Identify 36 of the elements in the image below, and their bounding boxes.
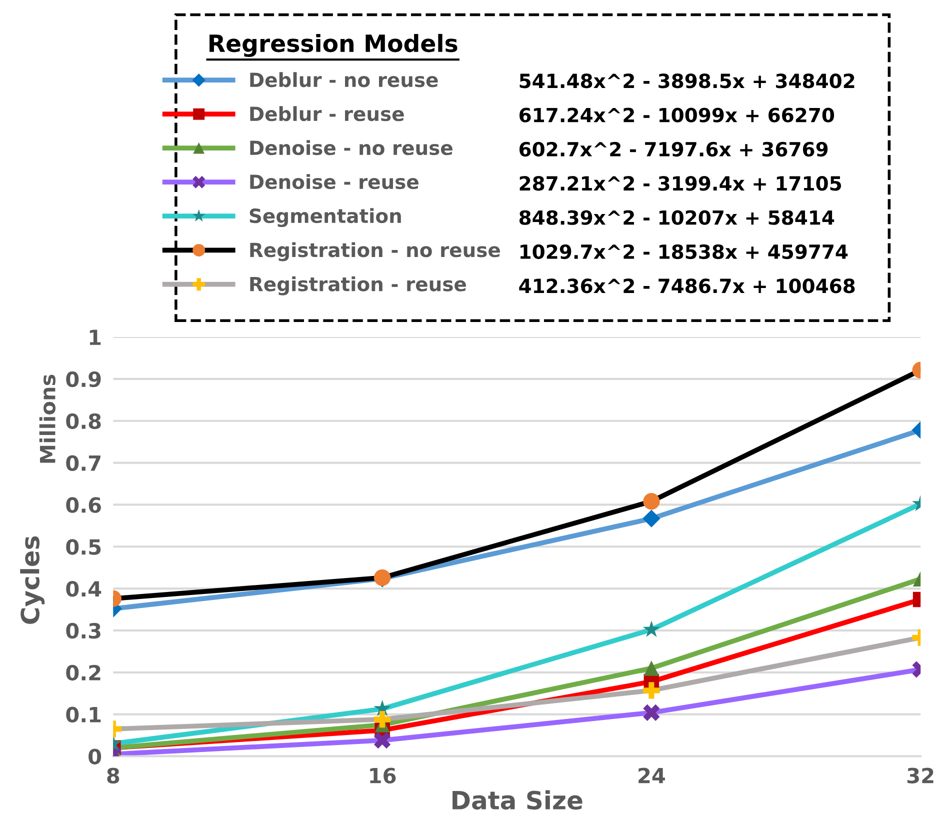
legend-label: Segmentation [250,208,401,228]
text: 541.48x^2 - 3898.5x + 348402 [520,74,854,88]
legend-label: Registration - no reuse [250,242,500,262]
legend-label: Deblur - no reuse [250,72,438,88]
y-tick-label: 0.9 [66,371,101,388]
y-tick-label: 0.3 [66,622,100,639]
text: 602.7x^2 - 7197.6x + 36769 [520,142,828,157]
point [374,732,391,749]
y-tick-label: 0.1 [66,706,101,723]
x-tick-label: 24 [638,768,665,784]
y-tick-label: 0 [88,748,102,764]
text: 848.39x^2 - 10207x + 58414 [519,210,834,225]
legend-title: Regression Models [210,34,458,57]
x-tick-label: 8 [107,768,120,784]
y-tick-label: 1 [90,330,101,345]
y-tick-label: 0.2 [66,664,100,681]
y-tick-label: 0.6 [66,497,101,513]
point [644,660,660,676]
text: Millions [39,374,56,463]
text: 617.24x^2 - 10099x + 66270 [520,108,834,122]
x-axis-title: Data Size [452,790,582,810]
legend-label: Deblur - reuse [250,106,404,122]
legend-label: Denoise - reuse [250,174,418,190]
legend-label: Registration - reuse [250,276,466,296]
y-tick-label: 0.5 [66,539,101,555]
legend-label: Denoise - no reuse [250,140,452,156]
y-tick-label: 0.8 [66,413,101,430]
point [643,704,660,721]
y-axis-title: Cycles [20,536,45,624]
text: 1029.7x^2 - 18538x + 459774 [520,244,848,260]
x-tick-label: 32 [907,768,934,784]
text: 412.36x^2 - 7486.7x + 100468 [519,278,855,294]
y-tick-label: 0.7 [66,455,100,471]
y-tick-label: 0.4 [66,581,102,597]
text: 287.21x^2 - 3199.4x + 17105 [520,176,841,191]
x-tick-label: 16 [370,768,396,784]
